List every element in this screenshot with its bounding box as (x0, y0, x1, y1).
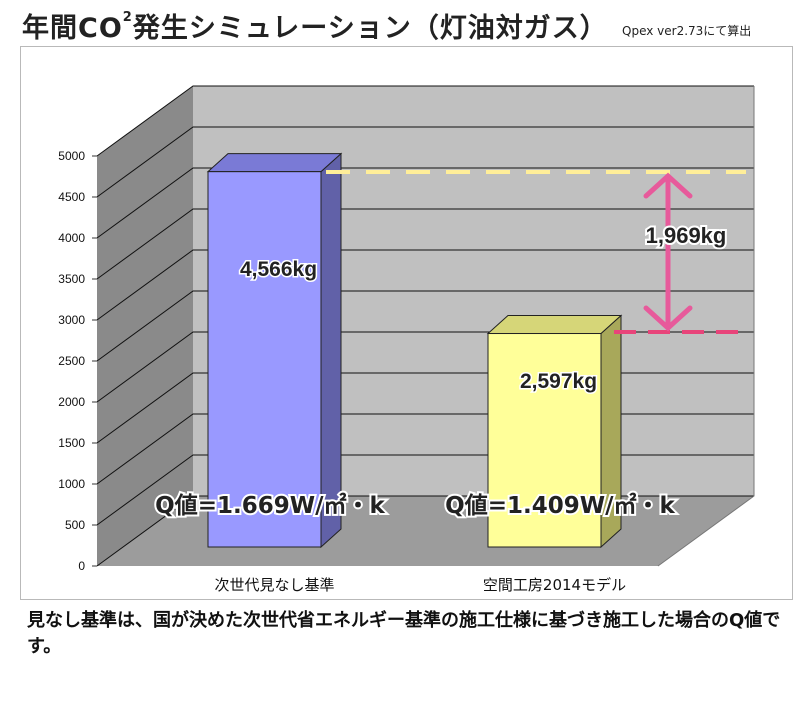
bar (207, 171, 322, 548)
bar-top (486, 315, 623, 335)
gridline (96, 290, 754, 362)
y-tick-label: 0 (78, 559, 85, 573)
difference-label: 1,969kg (646, 223, 727, 248)
bar-value-label: 2,597kg (520, 370, 597, 393)
plot-edge (657, 86, 755, 567)
y-tick-label: 500 (65, 518, 85, 532)
y-tick-label: 5000 (58, 149, 85, 163)
y-tick-label: 1500 (58, 436, 85, 450)
difference-arrow-head-down (643, 305, 693, 332)
x-tick-label: 次世代見なし基準 (214, 576, 334, 594)
y-tick-label: 2000 (58, 395, 85, 409)
q-value-label: Q値=1.669W/㎡・k (155, 492, 385, 519)
gridline (96, 167, 754, 239)
x-tick-label: 空間工房2014モデル (483, 576, 626, 594)
chart-caption: 見なし基準は、国が決めた次世代省エネルギー基準の施工仕様に基づき施工した場合のQ… (27, 610, 781, 657)
bar-side (320, 152, 342, 549)
y-tick-label: 4000 (58, 231, 85, 245)
gridline (96, 249, 754, 321)
gridline (96, 208, 754, 280)
q-value-label: Q値=1.409W/㎡・k (445, 492, 675, 519)
y-tick-label: 4500 (58, 190, 85, 204)
gridline (96, 126, 754, 198)
y-tick-label: 3000 (58, 313, 85, 327)
y-tick-label: 1000 (58, 477, 85, 491)
difference-arrow-head-up (643, 172, 693, 199)
y-tick-label: 3500 (58, 272, 85, 286)
bar (487, 333, 602, 548)
chart-frame (20, 46, 793, 600)
gridline (96, 85, 754, 157)
chart-title: 年間CO2発生シミュレーション（灯油対ガス） (22, 10, 608, 44)
bar-top (206, 153, 343, 173)
y-tick-label: 2500 (58, 354, 85, 368)
calculation-note: Qpex ver2.73にて算出 (622, 24, 752, 38)
bar-value-label: 4,566kg (240, 258, 317, 281)
